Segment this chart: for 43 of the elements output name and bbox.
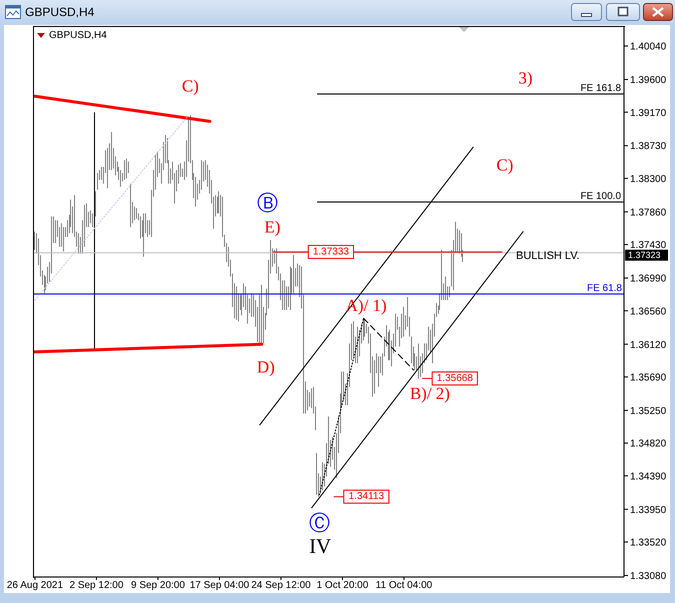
- y-tick-label: 1.40040: [630, 42, 667, 53]
- y-tick-label: 1.37860: [630, 207, 667, 218]
- y-tick-label: 1.36560: [630, 306, 667, 318]
- y-tick-label: 1.35250: [630, 406, 667, 417]
- ref-line-label: FE 61.8: [586, 283, 622, 294]
- y-tick-label: 1.38300: [630, 174, 667, 185]
- annotation: 3): [518, 68, 533, 88]
- y-tick-label: 1.35690: [630, 372, 667, 384]
- legend-label: FE 161.8: [580, 82, 622, 94]
- annotation: B)/ 2): [410, 384, 450, 403]
- x-tick-label: 9 Sep 20:00: [130, 580, 186, 592]
- y-tick-label: 1.38730: [630, 141, 667, 152]
- chart-subtitle: GBPUSD,H4: [49, 30, 107, 41]
- annotation: E): [264, 218, 280, 236]
- annotation: Ⓒ: [309, 510, 330, 535]
- annotation: BULLISH LV.: [516, 250, 580, 262]
- chart-title: GBPUSD,H4: [25, 5, 94, 19]
- y-tick-label: 1.33080: [630, 571, 667, 582]
- annotation: 1.34113: [348, 491, 384, 502]
- x-tick-label: 1 Oct 20:00: [316, 580, 369, 592]
- y-tick-label: 1.36120: [630, 340, 667, 351]
- annotation: D): [256, 357, 275, 376]
- annotation: C): [182, 76, 199, 96]
- ref-line-label: 1.37323: [628, 250, 661, 260]
- annotation: Ⓑ: [257, 191, 278, 215]
- y-tick-label: 1.33950: [630, 504, 667, 516]
- annotation: C): [496, 156, 514, 175]
- x-tick-label: 24 Sep 12:00: [251, 580, 312, 592]
- y-tick-label: 1.34820: [630, 438, 667, 450]
- x-tick-label: 11 Oct 04:00: [376, 580, 433, 592]
- x-tick-label: 17 Sep 04:00: [190, 580, 250, 592]
- y-tick-label: 1.39600: [630, 75, 667, 86]
- y-tick-label: 1.37430: [630, 240, 667, 252]
- annotation: 1.35668: [436, 372, 474, 384]
- annotation: IV: [309, 534, 332, 558]
- y-tick-label: 1.39170: [630, 108, 667, 119]
- y-tick-label: 1.36990: [630, 274, 667, 285]
- y-tick-label: 1.33520: [630, 538, 667, 549]
- annotation: 1.37333: [312, 246, 350, 258]
- x-tick-label: 2 Sep 12:00: [69, 580, 124, 592]
- x-tick-label: 26 Aug 2021: [6, 580, 64, 592]
- series-label: FE 100.0: [580, 190, 622, 202]
- y-tick-label: 1.34390: [630, 471, 667, 482]
